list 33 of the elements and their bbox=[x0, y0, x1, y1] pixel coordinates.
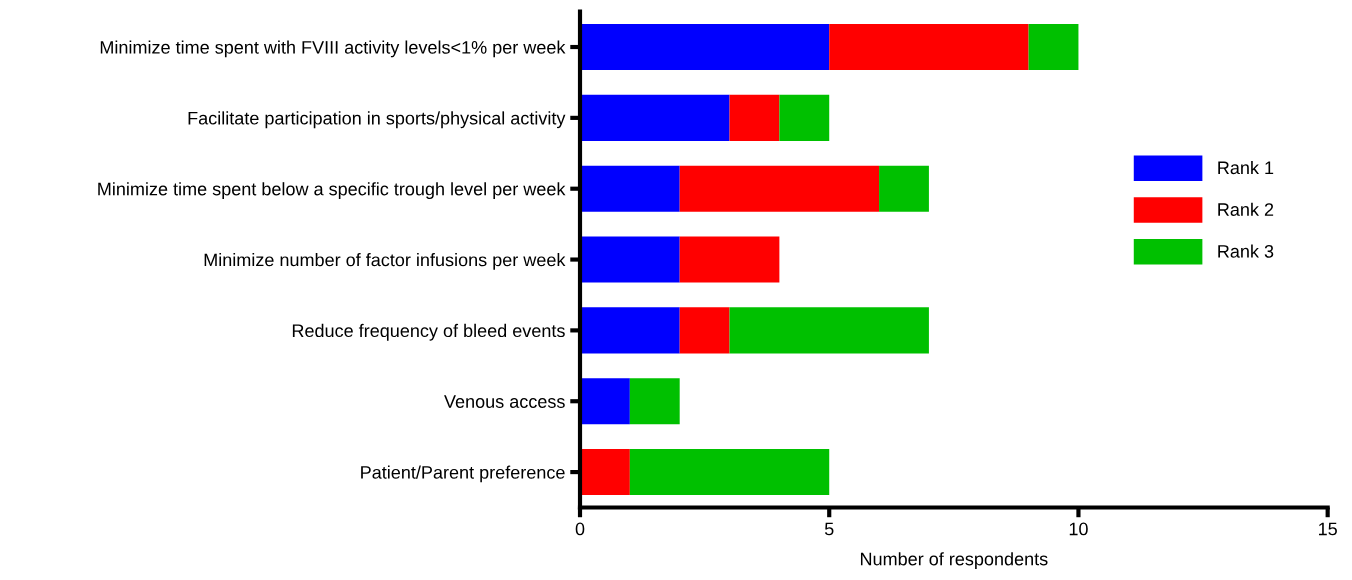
y-tick-label: Minimize time spent below a specific trough level per week bbox=[98, 182, 566, 199]
bar bbox=[580, 165, 680, 212]
bar bbox=[580, 24, 830, 71]
y-tick-label: Venous access bbox=[444, 395, 565, 408]
bar bbox=[629, 378, 680, 425]
x-tick-label: 15 bbox=[1319, 522, 1337, 536]
y-tick-label: Minimize number of factor infusions per week bbox=[204, 253, 566, 270]
legend-label: Rank 2 bbox=[1218, 202, 1274, 216]
bar bbox=[779, 94, 830, 141]
bar bbox=[879, 165, 929, 212]
bar bbox=[1028, 24, 1079, 71]
bar bbox=[729, 94, 780, 141]
x-tick-label: 5 bbox=[824, 522, 834, 536]
bar bbox=[679, 165, 880, 212]
bar bbox=[580, 449, 630, 496]
bar bbox=[729, 307, 929, 354]
bar bbox=[580, 378, 630, 425]
bar bbox=[580, 236, 680, 283]
y-tick-label: Reduce frequency of bleed events bbox=[292, 323, 565, 341]
bar bbox=[580, 94, 730, 141]
legend-label: Rank 1 bbox=[1218, 160, 1274, 175]
x-tick-label: 10 bbox=[1069, 522, 1088, 536]
bar bbox=[679, 307, 730, 354]
x-tick-label: 0 bbox=[575, 522, 585, 536]
legend-label: Rank 3 bbox=[1218, 244, 1274, 258]
x-axis-title: Number of respondents bbox=[860, 552, 1048, 569]
bar bbox=[580, 307, 680, 354]
y-tick-label: Facilitate participation in sports/physical activity bbox=[188, 111, 566, 129]
bar bbox=[679, 236, 780, 283]
bar bbox=[629, 449, 830, 496]
y-tick-label: Patient/Parent preference bbox=[361, 465, 565, 483]
y-tick-label: Minimize time spent with FVIII activity levels<1% per week bbox=[100, 40, 566, 58]
bar bbox=[829, 24, 1029, 71]
